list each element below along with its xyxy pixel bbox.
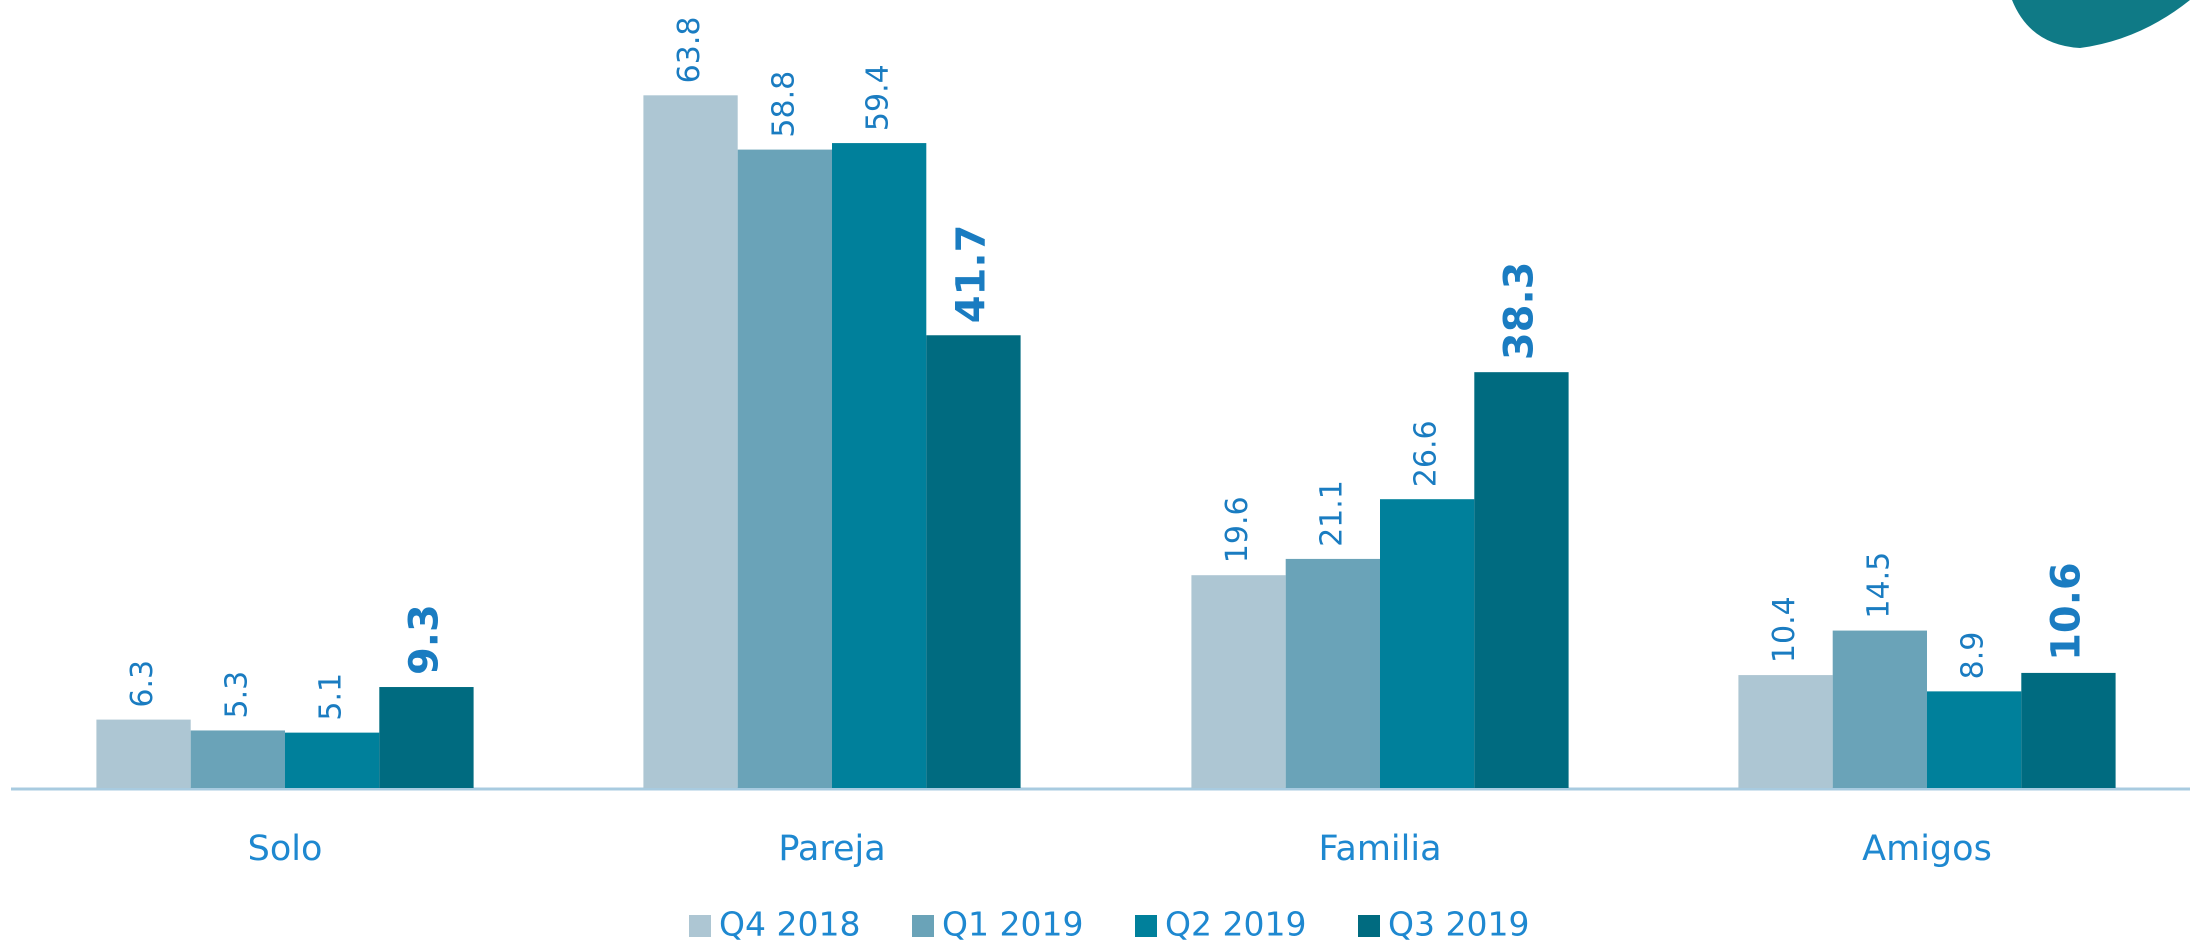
value-label: 8.9 xyxy=(1956,632,1991,680)
bar xyxy=(1380,499,1474,788)
x-tick-label: Pareja xyxy=(778,829,885,869)
value-label: 59.4 xyxy=(861,64,896,131)
x-tick-label: Familia xyxy=(1318,829,1441,869)
bar xyxy=(1474,372,1568,788)
value-label: 58.8 xyxy=(766,71,801,138)
bar xyxy=(926,335,1020,788)
x-tick-label: Amigos xyxy=(1862,829,1992,869)
value-label: 10.6 xyxy=(2043,562,2089,661)
bar xyxy=(1927,691,2021,788)
bar xyxy=(1191,575,1285,788)
bar xyxy=(285,733,379,788)
legend-label: Q1 2019 xyxy=(942,905,1083,944)
value-label: 10.4 xyxy=(1767,596,1802,663)
value-label: 5.3 xyxy=(219,671,254,719)
bar xyxy=(96,720,190,788)
legend-swatch xyxy=(1135,915,1157,937)
bar xyxy=(832,143,926,788)
bar xyxy=(738,150,832,788)
legend-label: Q2 2019 xyxy=(1165,905,1306,944)
value-label: 21.1 xyxy=(1314,480,1349,547)
value-label: 38.3 xyxy=(1496,261,1542,360)
bar xyxy=(2021,673,2115,788)
bar xyxy=(1833,631,1927,788)
value-label: 26.6 xyxy=(1409,420,1444,487)
bar xyxy=(1286,559,1380,788)
bar xyxy=(1738,675,1832,788)
value-label: 63.8 xyxy=(672,17,707,84)
legend-label: Q4 2018 xyxy=(719,905,860,944)
value-label: 41.7 xyxy=(948,225,994,324)
legend-swatch xyxy=(1358,915,1380,937)
value-label: 9.3 xyxy=(401,604,447,675)
page: Solo 6.3 5.3 5.1 9.3 Pareja 63.8 58.8 59.4 41.7 Fa… xyxy=(0,0,2190,946)
bar xyxy=(643,95,737,788)
bar xyxy=(191,730,285,788)
bar xyxy=(379,687,473,788)
legend-swatch xyxy=(689,915,711,937)
legend-swatch xyxy=(912,915,934,937)
x-tick-label: Solo xyxy=(248,829,323,869)
value-label: 14.5 xyxy=(1861,552,1896,619)
value-label: 6.3 xyxy=(125,660,160,708)
legend-label: Q3 2019 xyxy=(1388,905,1529,944)
decoration xyxy=(2012,0,2190,48)
value-label: 19.6 xyxy=(1220,496,1255,563)
value-label: 5.1 xyxy=(314,673,349,721)
chart: Solo 6.3 5.3 5.1 9.3 Pareja 63.8 58.8 59.4 41.7 Fa… xyxy=(0,0,2190,946)
